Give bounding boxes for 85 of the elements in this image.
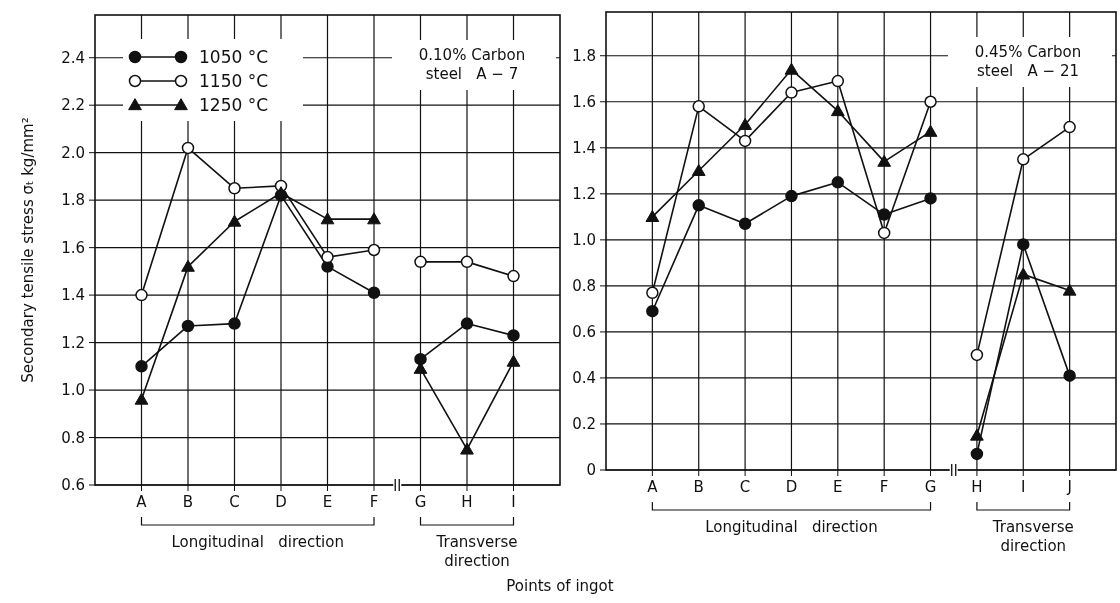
x-tick-label: C xyxy=(739,478,751,496)
y-tick-label: 1.4 xyxy=(572,139,596,158)
point xyxy=(320,212,335,225)
text: Longitudinal direction xyxy=(705,518,878,536)
point xyxy=(645,209,660,222)
y-tick-label: 0.8 xyxy=(61,428,85,447)
y-tick-label: 1.8 xyxy=(572,46,596,65)
legend-label: 1250 °C xyxy=(199,94,269,115)
y-tick-label: 0.6 xyxy=(61,476,85,495)
x-tick-label: E xyxy=(322,493,333,511)
x-tick-label: B xyxy=(182,493,194,511)
point xyxy=(646,286,659,300)
x-tick-label: H xyxy=(461,493,473,511)
x-tick-label: D xyxy=(785,478,798,496)
point xyxy=(784,62,799,75)
point xyxy=(738,117,752,130)
annotation: 0.10% Carbon steel A − 7 xyxy=(418,46,526,83)
text: Longitudinal direction xyxy=(171,533,344,551)
point xyxy=(692,199,705,212)
y-tick-label: 1.4 xyxy=(61,286,85,305)
x-tick-label: E xyxy=(833,478,843,496)
point xyxy=(227,214,242,227)
x-tick-label: G xyxy=(924,478,937,496)
y-axis-title: Secondary tensile stress σₜ kg/mm² xyxy=(19,117,37,383)
point xyxy=(831,74,845,88)
x-axis-title: Points of ingot xyxy=(506,577,614,595)
y-tick-label: 2.0 xyxy=(61,143,85,162)
y-tick-label: 0.8 xyxy=(572,277,596,296)
point xyxy=(924,192,937,205)
x-tick-label: F xyxy=(879,478,889,496)
x-tick-label: I xyxy=(1021,478,1026,496)
point xyxy=(367,286,381,299)
point xyxy=(321,250,334,264)
point xyxy=(831,176,845,189)
x-tick-label: A xyxy=(647,478,659,496)
y-tick-label: 1.8 xyxy=(61,191,85,210)
point xyxy=(785,86,798,99)
legend-label: 1150 °C xyxy=(199,70,269,91)
point xyxy=(181,259,195,272)
point xyxy=(367,212,381,225)
point xyxy=(877,208,891,221)
point xyxy=(877,154,892,167)
y-tick-label: 1.0 xyxy=(61,381,85,400)
point xyxy=(830,104,845,117)
text: Transverse direction xyxy=(435,533,518,570)
x-tick-label: H xyxy=(971,478,983,496)
x-tick-label: B xyxy=(693,478,704,496)
x-tick-label: J xyxy=(1066,478,1072,496)
point xyxy=(691,163,706,176)
point xyxy=(135,360,148,373)
point xyxy=(923,124,938,137)
point xyxy=(738,134,752,148)
y-tick-label: 2.2 xyxy=(61,96,85,115)
y-tick-label: 1.6 xyxy=(61,238,85,257)
point xyxy=(692,100,705,113)
x-tick-label: F xyxy=(369,493,379,511)
point xyxy=(646,304,659,318)
point xyxy=(228,182,241,195)
x-tick-label: D xyxy=(275,493,287,511)
point xyxy=(924,95,937,109)
legend-label: 1050 °C xyxy=(199,46,269,67)
y-tick-label: 0.2 xyxy=(572,415,596,434)
point xyxy=(877,226,891,240)
point xyxy=(228,317,241,330)
y-tick-label: 1.2 xyxy=(572,185,596,204)
y-tick-label: 2.4 xyxy=(61,48,85,67)
y-tick-label: 1.2 xyxy=(61,333,85,352)
y-tick-label: 0 xyxy=(586,461,596,480)
x-tick-label: C xyxy=(229,493,240,511)
point xyxy=(134,392,149,405)
text: Transverse direction xyxy=(991,518,1074,555)
x-tick-label: I xyxy=(511,493,516,511)
point xyxy=(135,288,148,302)
y-tick-label: 0.6 xyxy=(572,323,596,342)
x-tick-label: G xyxy=(414,493,427,511)
point xyxy=(181,141,195,155)
point xyxy=(367,243,381,257)
point xyxy=(738,217,752,230)
y-tick-label: 0.4 xyxy=(572,369,596,388)
x-tick-label: A xyxy=(136,493,148,511)
annotation: 0.45% Carbon steel A − 21 xyxy=(974,43,1082,80)
point xyxy=(785,189,798,203)
y-tick-label: 1.0 xyxy=(572,231,596,250)
y-tick-label: 1.6 xyxy=(572,93,596,112)
point xyxy=(181,319,195,333)
